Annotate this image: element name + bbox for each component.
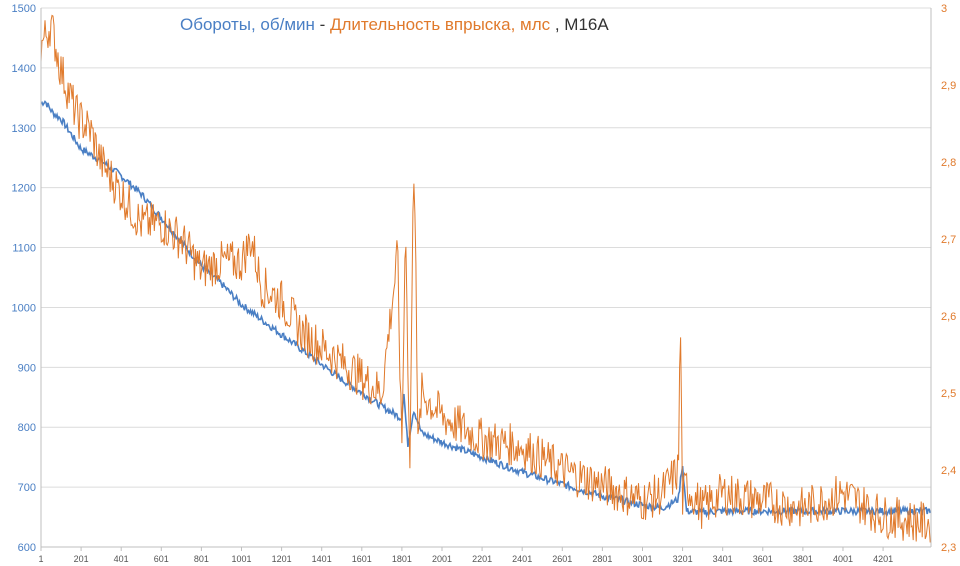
series-line-rpm xyxy=(40,100,931,519)
grid xyxy=(41,7,931,548)
x-tick-label: 801 xyxy=(194,554,209,564)
x-tick-label: 1 xyxy=(38,554,43,564)
x-tick-label: 2601 xyxy=(552,554,572,564)
y-left-tick-label: 1000 xyxy=(12,302,36,314)
x-tick-label: 3201 xyxy=(673,554,693,564)
x-tick-label: 3401 xyxy=(713,554,733,564)
x-tick-label: 2001 xyxy=(432,554,452,564)
title-dash: - xyxy=(315,15,330,34)
x-tick-label: 401 xyxy=(114,554,129,564)
x-tick-label: 1801 xyxy=(392,554,412,564)
x-tick-label: 2801 xyxy=(592,554,612,564)
y-right-tick-label: 3 xyxy=(941,3,947,15)
x-tick-label: 1601 xyxy=(352,554,372,564)
y-left-tick-label: 900 xyxy=(18,362,36,374)
y-left-tick-label: 1400 xyxy=(12,63,36,75)
y-right-tick-label: 2,6 xyxy=(941,311,956,323)
title-injection: Длительность впрыска, млс xyxy=(330,15,551,34)
x-tick-label: 3001 xyxy=(632,554,652,564)
x-tick-label: 4201 xyxy=(873,554,893,564)
chart-title: Обороты, об/мин - Длительность впрыска, … xyxy=(180,15,609,34)
series-layer xyxy=(40,14,931,543)
y-left-tick-label: 1500 xyxy=(12,3,36,15)
x-tick-label: 1001 xyxy=(231,554,251,564)
title-model: , М16А xyxy=(550,15,609,34)
y-right-tick-label: 2,4 xyxy=(941,465,956,477)
y-left-tick-label: 700 xyxy=(18,482,36,494)
x-tick-label: 601 xyxy=(154,554,169,564)
axes: 600 700 800 900 1000 1100 1200 1300 1400 1500 2,3 2… xyxy=(12,3,957,564)
title-rpm: Обороты, об/мин xyxy=(180,15,315,34)
x-tick-label: 1401 xyxy=(312,554,332,564)
x-tick-label: 1201 xyxy=(272,554,292,564)
x-tick-label: 3801 xyxy=(793,554,813,564)
y-right-tick-label: 2,7 xyxy=(941,234,956,246)
x-tick-label: 2201 xyxy=(472,554,492,564)
y-right-tick-label: 2,9 xyxy=(941,80,956,92)
series-line-injection xyxy=(40,14,931,543)
x-tick-label: 2401 xyxy=(512,554,532,564)
y-right-tick-label: 2,5 xyxy=(941,388,956,400)
y-right-tick-label: 2,3 xyxy=(941,542,956,554)
y-left-tick-label: 1300 xyxy=(12,123,36,135)
x-tick-label: 4001 xyxy=(833,554,853,564)
y-left-tick-label: 800 xyxy=(18,422,36,434)
x-tick-label: 201 xyxy=(74,554,89,564)
y-left-tick-label: 1200 xyxy=(12,183,36,195)
y-left-tick-label: 600 xyxy=(18,542,36,554)
x-tick-label: 3601 xyxy=(753,554,773,564)
y-right-tick-label: 2,8 xyxy=(941,157,956,169)
y-left-tick-label: 1100 xyxy=(12,243,36,255)
